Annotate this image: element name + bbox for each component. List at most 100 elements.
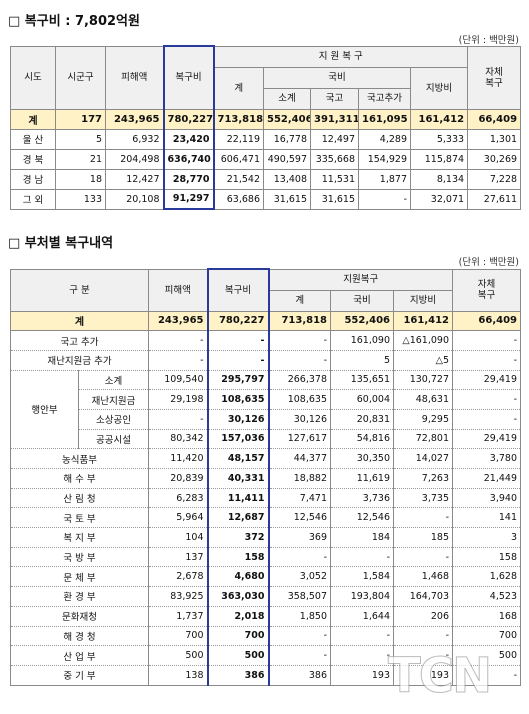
value-cell: 780,227 xyxy=(162,108,215,130)
value-cell: 2,018 xyxy=(206,605,270,627)
unit-note: (단위 : 백만원) xyxy=(458,35,519,46)
header-cell: 국비 xyxy=(263,66,411,89)
value-cell: 369 xyxy=(268,527,331,548)
header-cell: 자체 복구 xyxy=(452,268,521,312)
value-cell: 12,427 xyxy=(105,168,164,190)
table-row: 문 체 부 2,678 4,680 3,052 1,584 1,468 1,628 xyxy=(10,566,521,588)
value-cell: 5 xyxy=(55,128,106,150)
table-row: 계 243,965 780,227 713,818 552,406 161,412 66,4… xyxy=(10,310,521,332)
value-cell: 130,727 xyxy=(393,369,453,391)
value-cell: 18,882 xyxy=(268,468,331,489)
group-label: 행안부 xyxy=(10,369,79,450)
row-label: 중 기 부 xyxy=(10,664,149,686)
value-cell: 16,778 xyxy=(263,128,311,150)
value-cell: 4,680 xyxy=(206,566,270,588)
value-cell: 83,925 xyxy=(148,586,208,607)
value-cell: 2,678 xyxy=(148,566,208,588)
table-row: 국 토 부 5,964 12,687 12,546 12,546-141 xyxy=(10,507,521,529)
value-cell: 80,342 xyxy=(148,428,208,450)
header-cell: 지원복구 xyxy=(268,268,453,291)
value-cell: 44,377 xyxy=(268,448,331,469)
value-cell: 29,419 xyxy=(452,428,521,450)
value-cell: 48,631 xyxy=(393,389,453,410)
value-cell: 135,651 xyxy=(330,369,394,391)
value-cell: 363,030 xyxy=(206,586,270,607)
value-cell: 193 xyxy=(330,664,394,686)
value-cell: 3,052 xyxy=(268,566,331,588)
value-cell: - xyxy=(148,408,208,430)
value-cell: 133 xyxy=(55,188,106,210)
table-row: 산 림 청 6,283 11,411 7,471 3,736 3,735 3,940 xyxy=(10,487,521,509)
value-cell: 30,350 xyxy=(330,448,394,469)
value-cell: 22,119 xyxy=(213,128,264,150)
table-row: 경 남 18 12,427 28,770 21,542 13,408 11,531 1,877… xyxy=(10,168,522,190)
value-cell: 386 xyxy=(268,664,331,686)
table-row: 환 경 부 83,925 363,030 358,507 193,804 164,703 4… xyxy=(10,586,521,607)
value-cell: 12,687 xyxy=(206,507,270,529)
value-cell: 21 xyxy=(55,148,106,170)
value-cell: 72,801 xyxy=(393,428,453,450)
value-cell: 1,644 xyxy=(330,605,394,627)
value-cell: - xyxy=(268,349,331,371)
value-cell: 115,874 xyxy=(409,148,469,170)
value-cell: △161,090 xyxy=(393,330,453,351)
value-cell: 243,965 xyxy=(105,108,164,130)
value-cell: 552,406 xyxy=(330,310,394,332)
value-cell: 20,831 xyxy=(330,408,394,430)
value-cell: 1,584 xyxy=(330,566,394,588)
value-cell: 1,850 xyxy=(268,605,331,627)
value-cell: 161,090 xyxy=(330,330,394,351)
table-row: 문화재청 1,737 2,018 1,850 1,644 206 168 xyxy=(10,605,521,627)
table-row: 소상공인 -30,126 30,126 20,831 9,295- xyxy=(11,408,521,430)
value-cell: 7,471 xyxy=(268,487,331,509)
value-cell: - xyxy=(206,330,270,351)
value-cell: 7,263 xyxy=(393,468,453,489)
row-label: 재난지원금 추가 xyxy=(10,349,149,371)
table-row: 해 수 부 20,839 40,331 18,882 11,619 7,263 21,449 xyxy=(10,468,521,489)
value-cell: 1,468 xyxy=(393,566,453,588)
table-row: 재난지원금 추가 - - -5 △5- xyxy=(10,349,521,371)
value-cell: 386 xyxy=(206,664,270,686)
value-cell: 30,126 xyxy=(206,408,270,430)
value-cell: 11,619 xyxy=(330,468,394,489)
value-cell: 30,126 xyxy=(268,408,331,430)
value-cell: 5,333 xyxy=(409,128,469,150)
section-title: □ 부처별 복구내역 xyxy=(8,236,114,251)
value-cell: 606,471 xyxy=(213,148,264,170)
value-cell: 161,412 xyxy=(393,310,453,332)
row-label: 산 업 부 xyxy=(10,645,149,666)
row-label: 환 경 부 xyxy=(10,586,149,607)
value-cell: 184 xyxy=(330,527,394,548)
value-cell: 104 xyxy=(148,527,208,548)
table-row: 산 업 부 500 500- - -500 xyxy=(10,645,521,666)
value-cell: 29,419 xyxy=(452,369,521,391)
value-cell: - xyxy=(268,546,331,568)
value-cell: - xyxy=(452,408,521,430)
row-label: 울 산 xyxy=(10,128,56,150)
value-cell: 4,523 xyxy=(452,586,521,607)
value-cell: 700 xyxy=(206,625,270,647)
value-cell: 700 xyxy=(148,625,208,647)
value-cell: 66,409 xyxy=(452,310,521,332)
header-cell: 국비 xyxy=(330,289,394,312)
value-cell: 109,540 xyxy=(148,369,208,391)
value-cell: 164,703 xyxy=(393,586,453,607)
header-cell: 계 xyxy=(213,66,264,110)
header-cell: 자체 복구 xyxy=(467,45,522,110)
value-cell: 636,740 xyxy=(162,148,215,170)
header-cell: 소계 xyxy=(263,87,311,110)
value-cell: - xyxy=(452,349,521,371)
table-row: 행안부 소계 109,540 295,797 266,378 135,651 130,727… xyxy=(10,369,521,450)
row-label: 산 림 청 xyxy=(10,487,149,509)
value-cell: 12,546 xyxy=(330,507,394,529)
value-cell: 13,408 xyxy=(263,168,311,190)
value-cell: 27,611 xyxy=(467,188,522,210)
row-label: 해 수 부 xyxy=(10,468,149,489)
value-cell: 23,420 xyxy=(162,128,215,150)
header-cell: 피해액 xyxy=(148,268,208,312)
table-row: 계 177 243,965 780,227 713,818 552,406 391,311 1… xyxy=(10,108,522,130)
value-cell: 3,735 xyxy=(393,487,453,509)
value-cell: 713,818 xyxy=(213,108,264,130)
value-cell: 60,004 xyxy=(330,389,394,410)
